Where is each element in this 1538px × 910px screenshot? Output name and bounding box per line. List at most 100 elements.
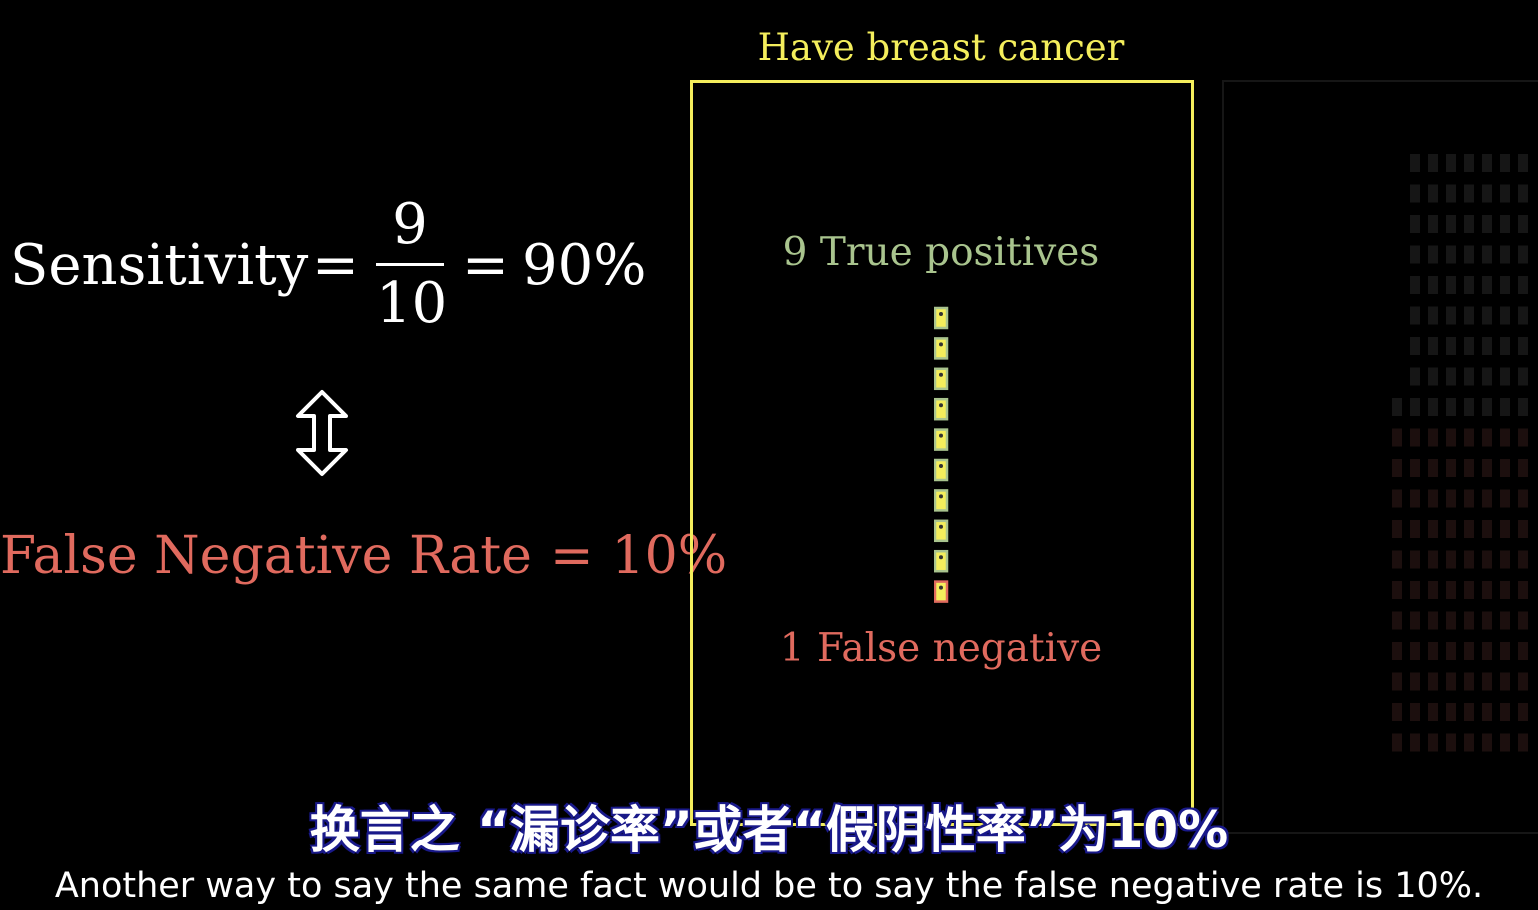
subtitle-chinese: 换言之 “漏诊率”或者“假阴性率”为10% bbox=[309, 801, 1229, 859]
population-dot bbox=[1500, 733, 1510, 752]
population-dot bbox=[1500, 672, 1510, 691]
population-dot bbox=[1410, 276, 1420, 294]
population-dot bbox=[1446, 215, 1456, 233]
population-dot bbox=[1464, 398, 1474, 416]
population-dot bbox=[1482, 367, 1492, 386]
true-positives-label: 9 True positives bbox=[782, 230, 1100, 275]
true-positive-patient-icon bbox=[934, 337, 949, 360]
population-dot bbox=[1464, 184, 1474, 203]
patient-icon-column bbox=[934, 306, 949, 603]
population-dot bbox=[1428, 306, 1438, 325]
population-dot bbox=[1482, 276, 1492, 294]
population-dot bbox=[1518, 703, 1528, 721]
population-dot bbox=[1428, 581, 1438, 599]
population-dot bbox=[1410, 642, 1420, 660]
population-dot bbox=[1464, 611, 1474, 630]
fnr-label: False Negative Rate bbox=[0, 526, 532, 586]
population-dot bbox=[1392, 733, 1402, 752]
population-dot bbox=[1446, 703, 1456, 721]
population-dot bbox=[1518, 550, 1528, 569]
population-dot bbox=[1482, 245, 1492, 264]
population-dot bbox=[1464, 428, 1474, 447]
false-negative-patient-icon bbox=[934, 580, 949, 603]
population-dot bbox=[1500, 489, 1510, 508]
population-dot bbox=[1518, 428, 1528, 447]
cancer-box-title: Have breast cancer bbox=[757, 26, 1125, 69]
population-dot bbox=[1464, 215, 1474, 233]
population-dot bbox=[1464, 550, 1474, 569]
population-dot bbox=[1464, 276, 1474, 294]
population-dot bbox=[1392, 459, 1402, 477]
population-dot bbox=[1464, 489, 1474, 508]
population-dot bbox=[1428, 672, 1438, 691]
population-dot bbox=[1392, 550, 1402, 569]
population-dot bbox=[1428, 215, 1438, 233]
up-down-double-arrow-icon bbox=[296, 390, 348, 476]
population-dot bbox=[1482, 672, 1492, 691]
population-dot bbox=[1518, 337, 1528, 355]
population-dot bbox=[1410, 184, 1420, 203]
population-dot bbox=[1464, 733, 1474, 752]
fraction-numerator: 9 bbox=[392, 192, 428, 257]
population-dot bbox=[1428, 611, 1438, 630]
population-dot bbox=[1410, 489, 1420, 508]
population-dot bbox=[1428, 520, 1438, 538]
population-dot bbox=[1410, 337, 1420, 355]
false-negative-rate: False Negative Rate = 10% bbox=[0, 526, 727, 586]
population-dot bbox=[1428, 642, 1438, 660]
true-positive-patient-icon bbox=[934, 306, 949, 330]
population-dot bbox=[1500, 215, 1510, 233]
population-dot bbox=[1482, 215, 1492, 233]
population-dot bbox=[1464, 245, 1474, 264]
population-dot bbox=[1392, 642, 1402, 660]
population-dot bbox=[1500, 520, 1510, 538]
population-dot bbox=[1410, 398, 1420, 416]
population-dot bbox=[1392, 703, 1402, 721]
population-dot bbox=[1446, 520, 1456, 538]
population-dot bbox=[1410, 520, 1420, 538]
population-dot bbox=[1392, 611, 1402, 630]
population-dot bbox=[1500, 611, 1510, 630]
population-dot bbox=[1428, 276, 1438, 294]
population-dot bbox=[1410, 733, 1420, 752]
population-dot bbox=[1410, 459, 1420, 477]
population-dot bbox=[1518, 611, 1528, 630]
population-dot bbox=[1428, 245, 1438, 264]
population-dot bbox=[1500, 459, 1510, 477]
population-grid bbox=[1392, 154, 1528, 752]
population-dot bbox=[1500, 337, 1510, 355]
population-dot bbox=[1482, 611, 1492, 630]
population-dot bbox=[1482, 703, 1492, 721]
population-dot bbox=[1428, 337, 1438, 355]
population-dot bbox=[1482, 581, 1492, 599]
population-dot bbox=[1500, 367, 1510, 386]
population-dot bbox=[1482, 154, 1492, 172]
population-dot bbox=[1464, 367, 1474, 386]
population-dot bbox=[1392, 581, 1402, 599]
population-dot bbox=[1410, 703, 1420, 721]
population-dot bbox=[1518, 184, 1528, 203]
population-dot bbox=[1500, 550, 1510, 569]
population-dot bbox=[1410, 306, 1420, 325]
population-dot bbox=[1482, 337, 1492, 355]
population-dot bbox=[1410, 611, 1420, 630]
population-dot bbox=[1464, 642, 1474, 660]
population-dot bbox=[1446, 184, 1456, 203]
population-dot bbox=[1446, 367, 1456, 386]
true-positive-patient-icon bbox=[934, 549, 949, 573]
population-dot bbox=[1464, 154, 1474, 172]
equals-sign: = bbox=[312, 233, 359, 298]
true-positive-patient-icon bbox=[934, 458, 949, 482]
population-dot bbox=[1410, 550, 1420, 569]
population-dot bbox=[1410, 672, 1420, 691]
population-dot bbox=[1482, 428, 1492, 447]
population-dot bbox=[1428, 428, 1438, 447]
true-positive-patient-icon bbox=[934, 489, 949, 512]
fraction-bar bbox=[376, 263, 444, 266]
population-dot bbox=[1482, 642, 1492, 660]
population-dot bbox=[1428, 154, 1438, 172]
true-positive-patient-icon bbox=[934, 519, 949, 543]
sensitivity-word: Sensitivity bbox=[10, 233, 309, 298]
population-dot bbox=[1446, 276, 1456, 294]
population-dot bbox=[1464, 581, 1474, 599]
